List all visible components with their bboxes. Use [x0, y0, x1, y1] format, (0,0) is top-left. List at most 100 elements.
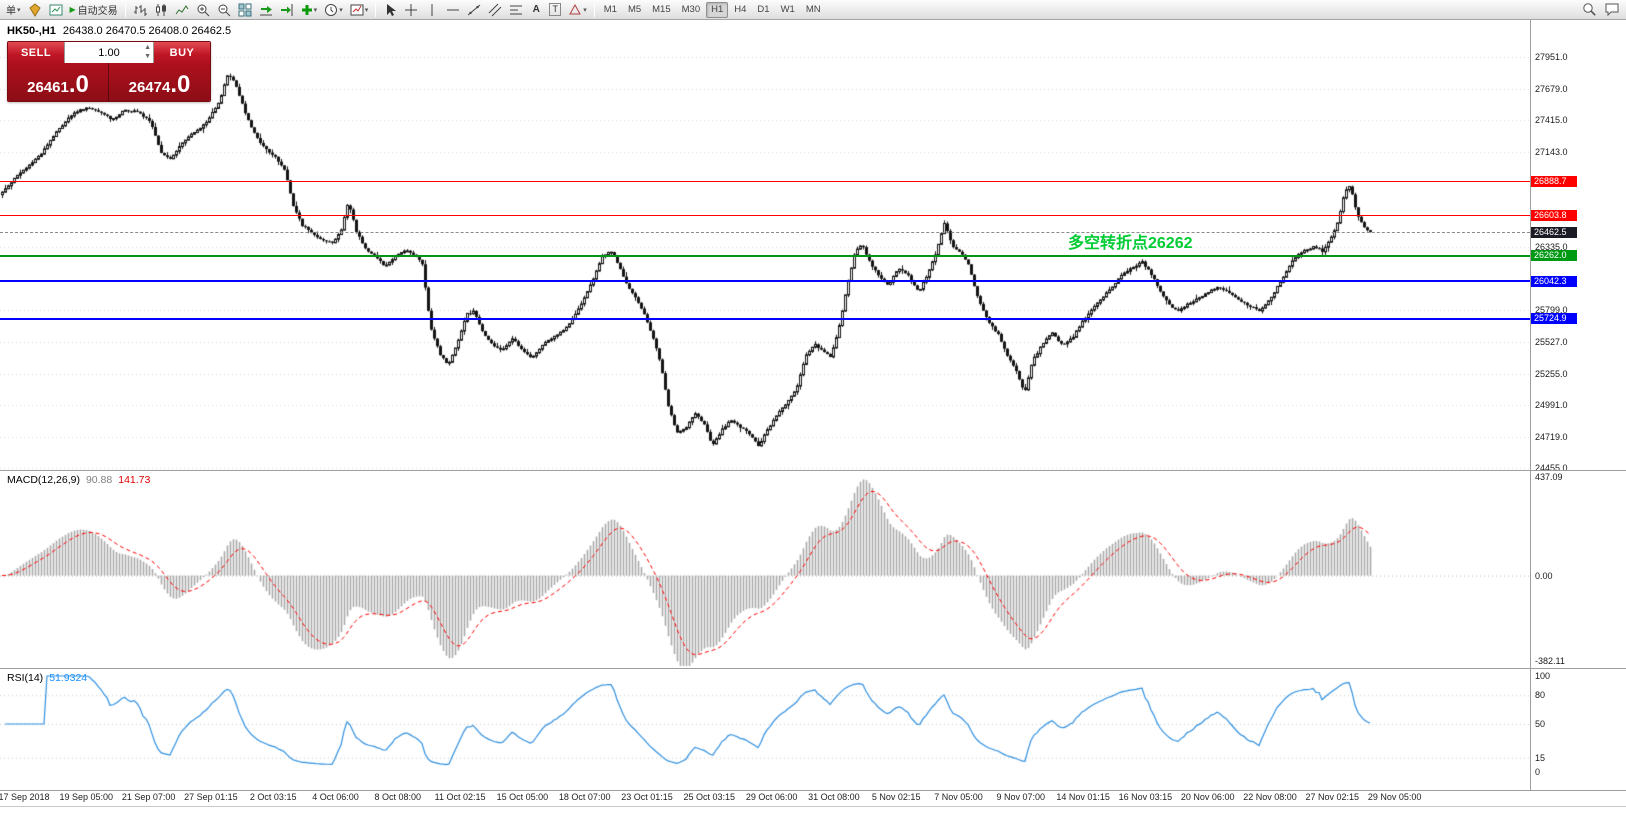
vertical-line-tool-icon[interactable]	[422, 1, 442, 18]
sell-price-display[interactable]: 26461.0	[8, 63, 109, 101]
toolbar-separator	[593, 2, 595, 17]
app-icon[interactable]	[25, 1, 45, 18]
order-button[interactable]: 单 ▾	[6, 6, 21, 17]
tile-windows-icon[interactable]	[235, 1, 255, 18]
price-level-tag: 26603.8	[1531, 209, 1577, 221]
volume-input[interactable]: 1.00 ▲ ▼	[64, 42, 154, 63]
horizontal-level-line[interactable]	[0, 181, 1530, 183]
macd-signal-value: 141.73	[118, 474, 151, 486]
auto-scroll-icon[interactable]	[256, 1, 276, 18]
buy-button[interactable]: BUY	[154, 42, 210, 63]
timeframe-d1[interactable]: D1	[757, 3, 770, 15]
fibonacci-tool-icon[interactable]	[506, 1, 526, 18]
trendline-tool-icon[interactable]	[464, 1, 484, 18]
sell-button[interactable]: SELL	[8, 42, 64, 63]
time-axis-label: 23 Oct 01:15	[621, 792, 673, 802]
new-order-icon[interactable]: ▾	[298, 1, 321, 18]
time-axis: 17 Sep 2018 19 Sep 05:00 21 Sep 07:00 27 Se…	[0, 792, 1530, 804]
horizontal-level-line[interactable]	[0, 254, 1530, 257]
bid-price-line	[0, 232, 1530, 233]
rsi-axis-label: 15	[1535, 752, 1546, 763]
panel-separator[interactable]	[0, 470, 1626, 471]
macd-axis-label: -382.11	[1535, 656, 1565, 667]
price-axis-tick: 25799.0	[1535, 305, 1568, 315]
time-axis-label: 22 Nov 08:00	[1243, 792, 1297, 802]
macd-main-value: 90.88	[85, 474, 113, 486]
one-click-trading-panel: SELL 1.00 ▲ ▼ BUY 26461.0 26474.0	[7, 41, 211, 102]
zoom-in-icon[interactable]	[193, 1, 213, 18]
zoom-out-icon[interactable]	[214, 1, 234, 18]
cursor-icon[interactable]	[380, 1, 400, 18]
time-axis-label: 27 Nov 02:15	[1305, 792, 1360, 802]
timeframe-h1[interactable]: H1	[706, 1, 729, 18]
price-axis-tick: 24991.0	[1535, 399, 1568, 410]
timeframe-m5[interactable]: M5	[627, 3, 642, 15]
time-axis-label: 17 Sep 2018	[0, 792, 50, 802]
shapes-tool-icon[interactable]: ▾	[565, 1, 590, 18]
price-axis-border	[1530, 20, 1531, 790]
time-axis-label: 31 Oct 08:00	[808, 792, 860, 802]
candlestick-chart-icon[interactable]	[151, 1, 171, 18]
time-axis-label: 21 Sep 07:00	[121, 792, 176, 802]
panel-separator[interactable]	[0, 668, 1626, 669]
macd-panel-title: MACD(12,26,9) 90.88 141.73	[7, 474, 151, 486]
horizontal-line-tool-icon[interactable]	[443, 1, 463, 18]
price-axis-tick: 27143.0	[1535, 147, 1568, 157]
chevron-down-icon: ▾	[583, 6, 587, 14]
time-axis-label: 8 Oct 08:00	[374, 792, 422, 802]
label-tool-icon[interactable]: T	[546, 1, 564, 18]
horizontal-level-line[interactable]	[0, 214, 1530, 216]
volume-spinner[interactable]: ▲ ▼	[144, 43, 151, 61]
timeframe-h4[interactable]: H4	[734, 3, 747, 15]
template-icon[interactable]: ▾	[347, 1, 372, 18]
timeframe-m1[interactable]: M1	[603, 3, 617, 15]
periods-clock-icon[interactable]: ▾	[321, 1, 346, 18]
chevron-down-icon: ▾	[313, 6, 318, 14]
chart-text-annotation[interactable]: 多空转折点26262	[1068, 235, 1193, 252]
rsi-panel-title: RSI(14) 51.9324	[7, 672, 88, 684]
price-axis-tick: 24719.0	[1535, 431, 1568, 442]
price-axis-tick: 25527.0	[1535, 336, 1568, 347]
current-price-tag: 26462.5	[1531, 226, 1577, 238]
buy-price-display[interactable]: 26474.0	[128, 71, 191, 98]
spinner-down-icon[interactable]: ▼	[144, 53, 151, 60]
time-axis-label: 9 Nov 07:00	[996, 792, 1046, 802]
macd-axis-label: 437.09	[1535, 472, 1563, 483]
chart-shift-icon[interactable]	[277, 1, 297, 18]
price-axis-tick: 27415.0	[1535, 115, 1568, 126]
main-chart-canvas[interactable]	[0, 20, 1530, 470]
autotrading-button[interactable]: ▶ 自动交易	[69, 5, 118, 17]
spinner-up-icon[interactable]: ▲	[144, 44, 151, 51]
toolbar: 单 ▾ ▶ 自动交易 ▾ ▾ ▾ A T ▾ M1 M5 M15 M30 H1 H4	[0, 0, 1626, 20]
horizontal-level-line[interactable]	[0, 280, 1530, 283]
time-axis-label: 19 Sep 05:00	[59, 792, 114, 802]
price-level-tag: 26042.3	[1531, 275, 1577, 287]
rsi-indicator-canvas[interactable]	[0, 669, 1530, 789]
timeframe-w1[interactable]: W1	[780, 3, 795, 15]
play-icon: ▶	[69, 5, 76, 14]
search-icon[interactable]	[1579, 1, 1600, 18]
price-level-tag: 26888.7	[1531, 176, 1577, 188]
crosshair-icon[interactable]	[401, 1, 421, 18]
price-axis-tick: 24455.0	[1535, 463, 1568, 473]
time-axis-label: 5 Nov 02:15	[871, 792, 921, 802]
line-chart-icon[interactable]	[172, 1, 192, 18]
macd-indicator-canvas[interactable]	[0, 471, 1530, 668]
rsi-axis-label: 50	[1535, 719, 1546, 729]
new-chart-icon[interactable]	[46, 1, 66, 18]
chat-icon[interactable]	[1602, 1, 1623, 18]
horizontal-level-line[interactable]	[0, 317, 1530, 320]
time-axis-label: 4 Oct 06:00	[312, 792, 359, 802]
timeframe-mn[interactable]: MN	[805, 3, 821, 15]
chevron-down-icon: ▾	[17, 6, 21, 14]
timeframe-m30[interactable]: M30	[681, 3, 701, 15]
time-axis-label: 14 Nov 01:15	[1056, 792, 1110, 802]
panel-separator	[0, 790, 1626, 791]
text-tool-icon[interactable]: A	[532, 4, 540, 15]
bar-chart-icon[interactable]	[130, 1, 150, 18]
time-axis-label: 15 Oct 05:00	[496, 792, 549, 802]
ohlc-values: 26438.0 26470.5 26408.0 26462.5	[62, 25, 232, 37]
timeframe-m15[interactable]: M15	[652, 3, 671, 15]
channel-tool-icon[interactable]	[485, 1, 505, 18]
